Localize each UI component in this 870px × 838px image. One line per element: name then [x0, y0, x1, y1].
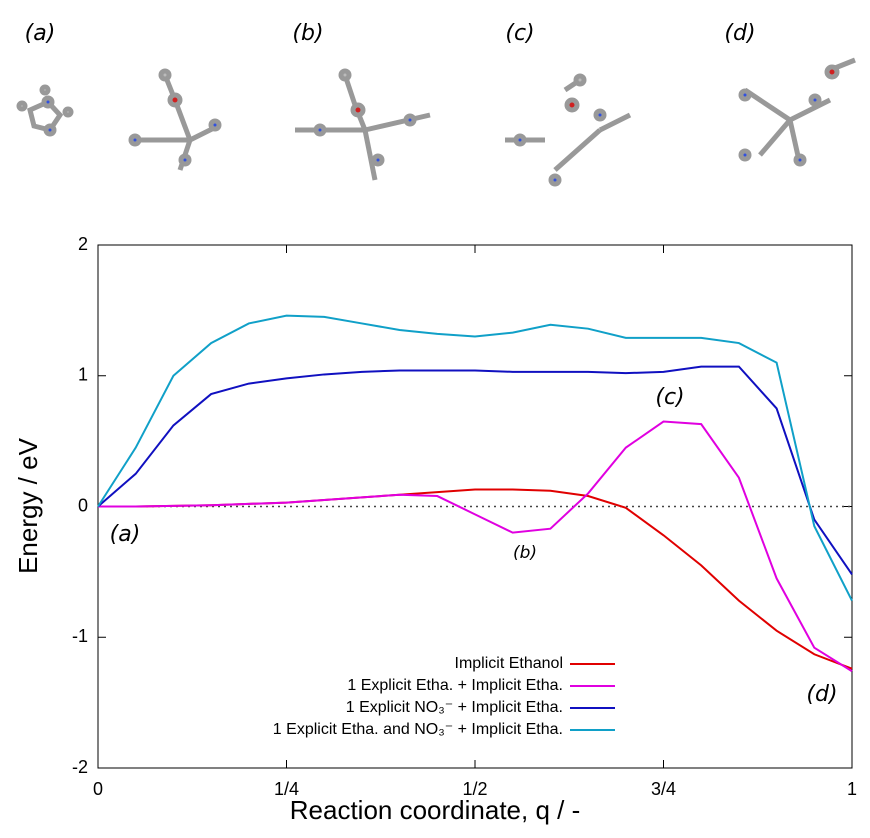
x-tick-label: 1 [847, 779, 857, 799]
chart: Reaction coordinate, q / - Energy / eV -… [0, 0, 870, 838]
x-tick-label: 0 [93, 779, 103, 799]
legend-label: 1 Explicit Etha. + Implicit Etha. [347, 677, 563, 694]
legend-label: Implicit Ethanol [455, 655, 564, 672]
molecule-images [19, 60, 855, 184]
x-axis-label: Reaction coordinate, q / - [290, 795, 581, 825]
series-line [98, 422, 852, 672]
series-line [98, 490, 852, 669]
series-line [98, 367, 852, 575]
molecule-a [19, 87, 71, 134]
molecule-b1 [130, 71, 220, 170]
x-tick-label: 1/2 [462, 779, 487, 799]
legend-label: 1 Explicit Etha. and NO₃⁻ + Implicit Eth… [273, 721, 563, 738]
annotation: (b) [513, 543, 537, 563]
molecule-d [741, 60, 855, 165]
annotation: (a) [110, 522, 141, 547]
series-line [98, 316, 852, 601]
molecule-b [295, 71, 430, 180]
x-tick-label: 3/4 [651, 779, 676, 799]
y-tick-label: -2 [72, 757, 88, 777]
y-tick-label: 1 [78, 365, 88, 385]
structure-label: (d) [724, 21, 755, 46]
structure-label: (a) [25, 21, 56, 46]
structure-label: (b) [292, 21, 323, 46]
structure-label: (c) [505, 21, 534, 46]
y-tick-label: -1 [72, 626, 88, 646]
molecule-c [505, 76, 630, 184]
y-tick-label: 2 [78, 234, 88, 254]
legend-label: 1 Explicit NO₃⁻ + Implicit Etha. [346, 699, 563, 716]
x-tick-label: 1/4 [274, 779, 299, 799]
y-axis-label: Energy / eV [13, 437, 43, 574]
annotation: (c) [655, 385, 684, 410]
annotation: (d) [806, 682, 837, 707]
y-tick-label: 0 [78, 495, 88, 515]
